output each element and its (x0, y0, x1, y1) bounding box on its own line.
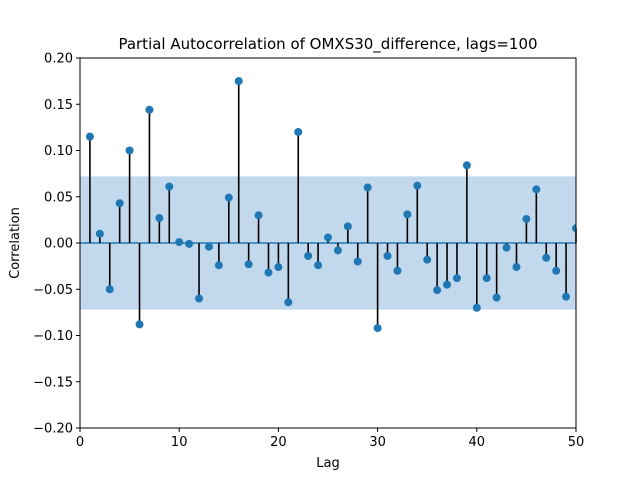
marker-lag-23 (304, 251, 313, 260)
marker-lag-13 (204, 242, 213, 251)
marker-lag-3 (105, 285, 114, 294)
marker-lag-25 (324, 233, 332, 242)
marker-lag-35 (423, 255, 432, 264)
marker-lag-2 (95, 229, 104, 238)
marker-lag-5 (125, 146, 134, 155)
marker-lag-46 (532, 185, 541, 194)
marker-lag-31 (383, 251, 392, 260)
marker-lag-39 (462, 161, 471, 170)
y-tick-label: −0.10 (33, 329, 73, 344)
chart-title: Partial Autocorrelation of OMXS30_differ… (118, 35, 537, 54)
marker-lag-42 (492, 293, 501, 302)
y-tick-label: 0.15 (44, 98, 73, 113)
marker-lag-10 (175, 238, 184, 247)
x-axis-label: Lag (316, 456, 339, 471)
x-tick-label: 50 (568, 435, 585, 450)
marker-lag-34 (413, 181, 422, 190)
x-tick-label: 10 (171, 435, 188, 450)
x-tick-label: 40 (469, 435, 486, 450)
marker-lag-28 (353, 257, 362, 266)
marker-lag-43 (502, 243, 511, 252)
marker-lag-20 (274, 263, 283, 272)
marker-lag-7 (145, 105, 154, 114)
x-tick-label: 0 (76, 435, 84, 450)
marker-lag-21 (284, 298, 293, 307)
marker-lag-44 (512, 263, 521, 272)
y-axis-label: Correlation (8, 207, 23, 279)
y-tick-label: 0.00 (44, 237, 73, 252)
marker-lag-37 (443, 280, 452, 289)
y-tick-label: −0.20 (33, 422, 73, 437)
marker-lag-11 (185, 239, 194, 248)
marker-lag-14 (214, 261, 223, 270)
marker-lag-36 (433, 286, 442, 295)
marker-lag-4 (115, 199, 124, 208)
y-tick-label: 0.10 (44, 144, 73, 159)
marker-lag-16 (234, 77, 243, 86)
x-tick-label: 30 (369, 435, 386, 450)
y-tick-label: 0.20 (44, 52, 73, 67)
marker-lag-17 (244, 260, 253, 269)
marker-lag-6 (135, 320, 144, 329)
y-tick-label: 0.05 (44, 190, 73, 205)
marker-lag-47 (542, 253, 551, 262)
marker-lag-1 (85, 132, 94, 141)
marker-lag-38 (452, 274, 461, 283)
marker-lag-22 (294, 128, 303, 136)
marker-lag-30 (373, 324, 382, 333)
marker-lag-50 (572, 224, 576, 233)
marker-lag-41 (482, 274, 491, 283)
x-axis: 0 10 20 30 40 50 (76, 428, 584, 450)
y-tick-label: −0.15 (33, 375, 73, 390)
marker-lag-8 (155, 214, 164, 223)
plot-area (79, 57, 577, 429)
marker-lag-33 (403, 210, 412, 219)
marker-lag-48 (552, 266, 561, 275)
markers-group (85, 77, 576, 333)
marker-lag-49 (562, 292, 571, 301)
marker-lag-32 (393, 266, 402, 275)
marker-lag-45 (522, 214, 531, 223)
marker-lag-19 (264, 268, 273, 277)
marker-lag-18 (254, 211, 263, 220)
marker-lag-24 (314, 261, 323, 270)
y-tick-label: −0.05 (33, 283, 73, 298)
marker-lag-12 (195, 294, 204, 303)
marker-lag-26 (333, 246, 342, 255)
marker-lag-9 (165, 182, 174, 191)
marker-lag-29 (363, 183, 372, 192)
x-tick-label: 20 (270, 435, 287, 450)
marker-lag-27 (343, 222, 352, 231)
marker-lag-15 (224, 193, 233, 202)
y-axis: −0.20 −0.15 −0.10 −0.05 0.00 0.05 0.10 0.15 0.20 (33, 52, 80, 437)
marker-lag-40 (472, 303, 481, 312)
